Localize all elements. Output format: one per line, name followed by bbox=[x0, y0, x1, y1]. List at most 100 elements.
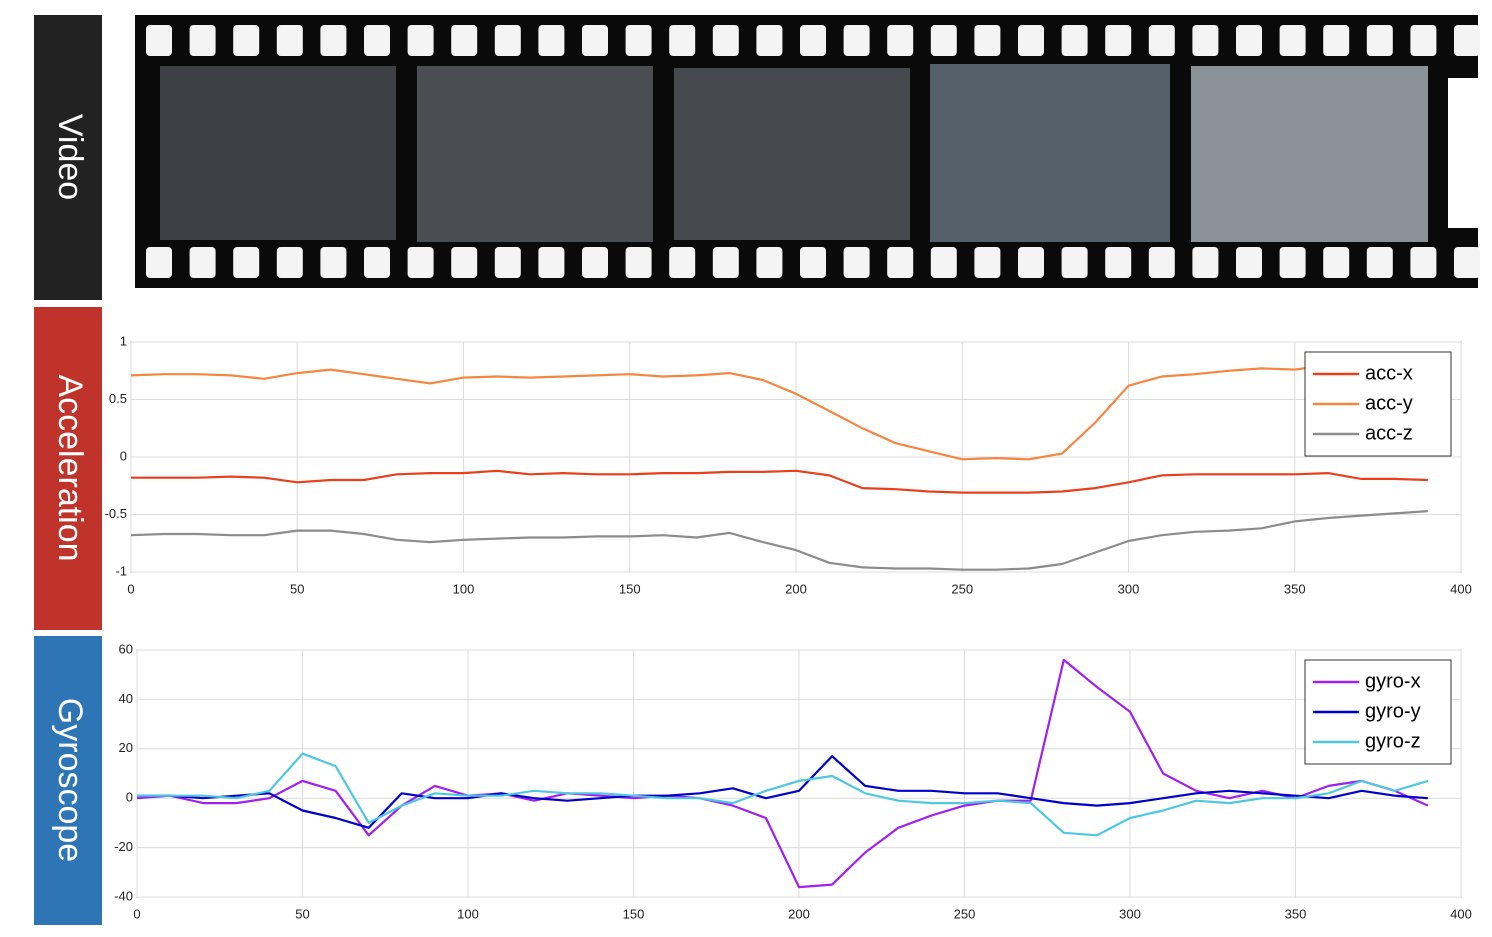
sprocket-hole bbox=[1018, 25, 1044, 56]
sprocket-hole bbox=[1323, 25, 1350, 56]
x-tick-label: 50 bbox=[295, 906, 309, 921]
sprocket-hole bbox=[887, 25, 914, 56]
sprocket-hole bbox=[1323, 247, 1350, 278]
sprocket-hole bbox=[1454, 247, 1480, 278]
sprocket-hole bbox=[538, 247, 565, 278]
y-tick-label: 20 bbox=[119, 740, 133, 755]
x-tick-label: 250 bbox=[951, 581, 973, 596]
data-line bbox=[137, 755, 1428, 829]
sprocket-hole bbox=[538, 25, 565, 56]
x-tick-label: 250 bbox=[954, 906, 976, 921]
video-frame bbox=[417, 66, 653, 242]
sprocket-hole bbox=[712, 25, 739, 56]
sprocket-hole bbox=[1061, 25, 1088, 56]
x-tick-label: 350 bbox=[1285, 906, 1307, 921]
data-line bbox=[136, 658, 1429, 889]
video-frame bbox=[1191, 66, 1428, 242]
sprocket-hole bbox=[930, 25, 957, 56]
film-gap bbox=[1448, 78, 1478, 228]
y-tick-label: 1 bbox=[120, 333, 127, 348]
y-tick-label: -0.5 bbox=[105, 506, 127, 521]
y-tick-label: 0 bbox=[120, 448, 127, 463]
legend-label: acc-x bbox=[1365, 362, 1413, 384]
sprocket-hole bbox=[582, 247, 608, 278]
x-tick-label: 200 bbox=[785, 581, 807, 596]
sprocket-hole bbox=[712, 247, 739, 278]
sprocket-hole bbox=[756, 247, 783, 278]
acceleration-label: Acceleration bbox=[51, 374, 89, 561]
y-tick-label: -20 bbox=[114, 839, 133, 854]
sprocket-hole bbox=[800, 247, 826, 278]
y-tick-label: -40 bbox=[114, 888, 133, 903]
sprocket-hole bbox=[974, 247, 1001, 278]
sprocket-hole bbox=[233, 25, 260, 56]
sprocket-hole bbox=[1105, 25, 1132, 56]
legend-label: gyro-z bbox=[1365, 730, 1421, 752]
sprocket-hole bbox=[276, 25, 303, 56]
y-tick-label: 40 bbox=[119, 691, 133, 706]
sprocket-hole bbox=[1018, 247, 1044, 278]
sprocket-hole bbox=[843, 25, 870, 56]
x-tick-label: 300 bbox=[1119, 906, 1141, 921]
x-tick-label: 400 bbox=[1450, 581, 1472, 596]
sprocket-hole bbox=[320, 247, 347, 278]
sprocket-hole bbox=[1366, 25, 1393, 56]
sprocket-hole bbox=[233, 247, 260, 278]
sprocket-hole bbox=[1279, 247, 1306, 278]
sprocket-hole bbox=[146, 247, 172, 278]
sprocket-hole bbox=[364, 25, 390, 56]
x-tick-label: 350 bbox=[1284, 581, 1306, 596]
video-frame bbox=[160, 66, 396, 240]
sprocket-hole bbox=[1410, 247, 1437, 278]
sprocket-hole bbox=[1061, 247, 1088, 278]
gyroscope-label-box bbox=[34, 636, 102, 925]
sprocket-hole bbox=[582, 25, 608, 56]
x-tick-label: 0 bbox=[133, 906, 140, 921]
sprocket-hole bbox=[1105, 247, 1132, 278]
video-label-box bbox=[34, 15, 102, 300]
gyroscope-label: Gyroscope bbox=[51, 698, 89, 862]
sprocket-hole bbox=[494, 25, 521, 56]
sprocket-hole bbox=[1192, 247, 1219, 278]
y-tick-label: 0 bbox=[126, 790, 133, 805]
legend-label: gyro-y bbox=[1365, 700, 1421, 722]
sprocket-hole bbox=[494, 247, 521, 278]
y-tick-label: -1 bbox=[115, 563, 127, 578]
y-tick-label: 0.5 bbox=[109, 391, 127, 406]
sprocket-hole bbox=[930, 247, 957, 278]
sprocket-hole bbox=[451, 25, 478, 56]
video-frame bbox=[674, 68, 910, 240]
video-label: Video bbox=[51, 114, 89, 200]
sprocket-hole bbox=[843, 247, 870, 278]
x-tick-label: 0 bbox=[127, 581, 134, 596]
sprocket-hole bbox=[887, 247, 914, 278]
x-tick-label: 150 bbox=[619, 581, 641, 596]
legend-label: gyro-x bbox=[1365, 670, 1421, 692]
sprocket-hole bbox=[1192, 25, 1219, 56]
x-tick-label: 100 bbox=[457, 906, 479, 921]
x-tick-label: 150 bbox=[623, 906, 645, 921]
x-tick-label: 400 bbox=[1450, 906, 1472, 921]
sprocket-hole bbox=[407, 25, 434, 56]
y-tick-label: 60 bbox=[119, 641, 133, 656]
sprocket-hole bbox=[669, 25, 696, 56]
sprocket-hole bbox=[756, 25, 783, 56]
data-line bbox=[130, 361, 1428, 461]
sprocket-hole bbox=[800, 25, 826, 56]
sprocket-hole bbox=[1279, 25, 1306, 56]
sprocket-hole bbox=[1454, 25, 1480, 56]
sprocket-hole bbox=[451, 247, 478, 278]
legend-label: acc-y bbox=[1365, 392, 1413, 414]
sprocket-hole bbox=[276, 247, 303, 278]
data-line bbox=[131, 469, 1428, 494]
sprocket-hole bbox=[974, 25, 1001, 56]
sprocket-hole bbox=[1148, 25, 1175, 56]
sprocket-hole bbox=[146, 25, 172, 56]
legend-label: acc-z bbox=[1365, 422, 1413, 444]
data-line bbox=[130, 510, 1428, 571]
sprocket-hole bbox=[1410, 25, 1437, 56]
sprocket-hole bbox=[364, 247, 390, 278]
acceleration-label-box bbox=[34, 307, 102, 630]
x-tick-label: 100 bbox=[453, 581, 475, 596]
